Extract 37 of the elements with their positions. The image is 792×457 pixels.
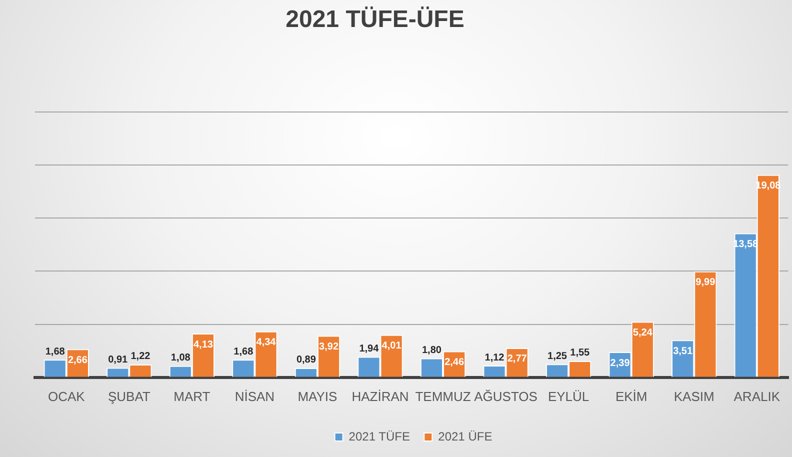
x-tick-label: HAZİRAN [352,388,409,404]
data-label: 1,22 [130,351,151,362]
data-label: 1,55 [570,348,590,359]
x-tick-label: MAYIS [298,388,338,404]
legend-label: 2021 TÜFE [348,429,410,444]
data-label: 2,39 [610,358,630,369]
legend-label: 2021 ÜFE [438,429,492,444]
data-label: 1,80 [422,345,442,356]
x-tick-label: EKİM [615,388,648,404]
data-label: 1,68 [45,346,66,358]
x-tick-label: ARALIK [734,388,780,404]
x-tick-label: TEMMUZ [415,388,471,404]
x-tick-label: OCAK [48,388,86,404]
x-tick-label: NİSAN [234,388,275,404]
data-label: 1,12 [484,352,505,364]
x-tick-label: ŞUBAT [108,388,150,404]
data-label: 1,94 [359,344,380,355]
data-label: 3,51 [673,346,693,357]
data-label: 2,46 [444,357,464,368]
data-label: 5,24 [632,328,653,339]
data-label: 2,77 [507,354,528,365]
x-tick-label: KASIM [674,388,714,404]
x-tick-label: MART [174,388,210,404]
data-label: 9,99 [696,277,716,288]
data-label: 0,89 [296,354,316,366]
x-tick-label: AĞUSTOS [474,388,538,404]
data-label: 1,08 [170,352,191,364]
data-label: 4,01 [382,340,402,352]
data-label: 4,34 [256,337,276,348]
data-label: 4,13 [193,339,214,350]
data-label: 0,91 [108,354,128,366]
data-label: 1,25 [548,350,568,362]
data-label: 2,66 [68,354,88,366]
chart-title: 2021 TÜFE-ÜFE [284,6,466,34]
data-label: 1,68 [234,346,254,358]
x-tick-label: EYLÜL [548,388,590,404]
data-label: 3,92 [319,342,339,353]
